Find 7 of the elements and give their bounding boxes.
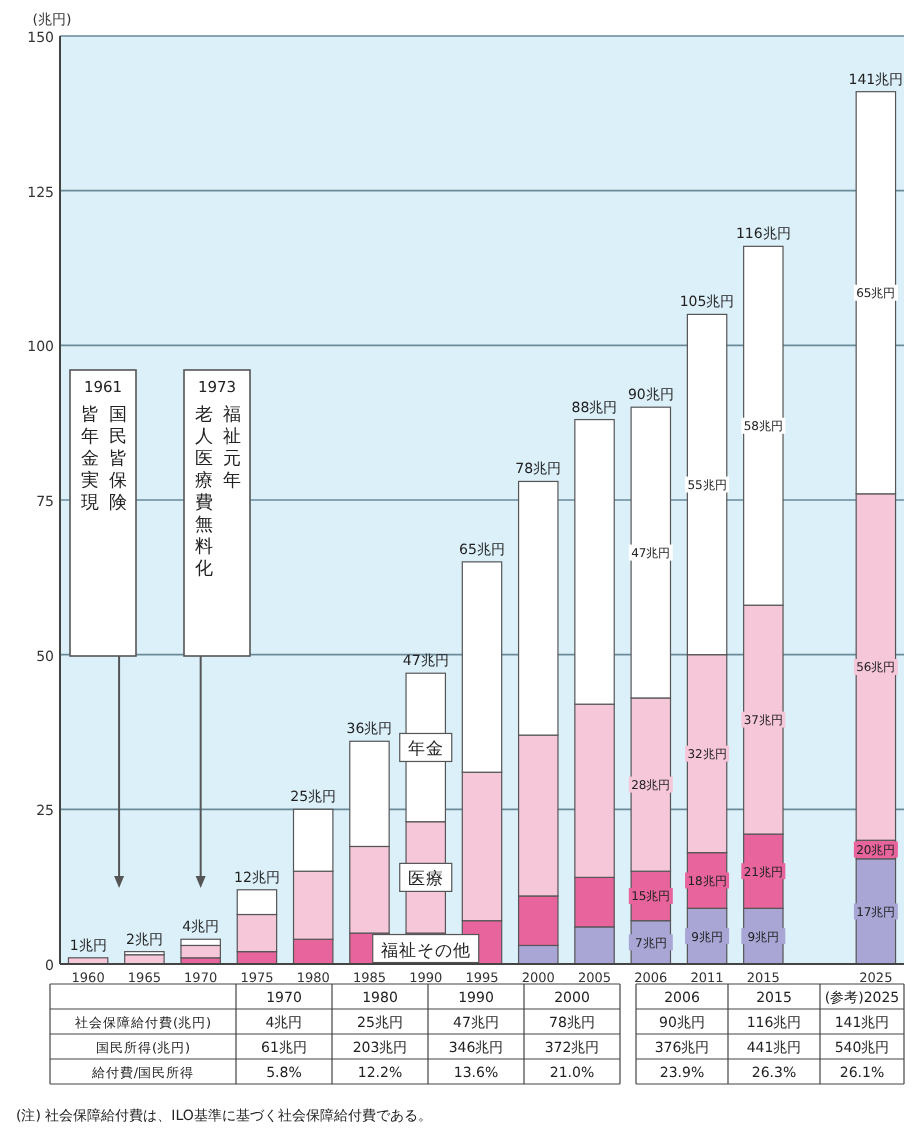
series-label: 医療 (407, 868, 444, 891)
annotation: 福祉元年 (223, 404, 241, 492)
annotation: 国民皆保険 (109, 406, 127, 514)
series-label: 年金 (407, 738, 444, 761)
annotation: 老人医療費無料化 (195, 404, 213, 580)
annotation: 皆年金実現 (81, 404, 99, 514)
bar (180, 944, 221, 959)
